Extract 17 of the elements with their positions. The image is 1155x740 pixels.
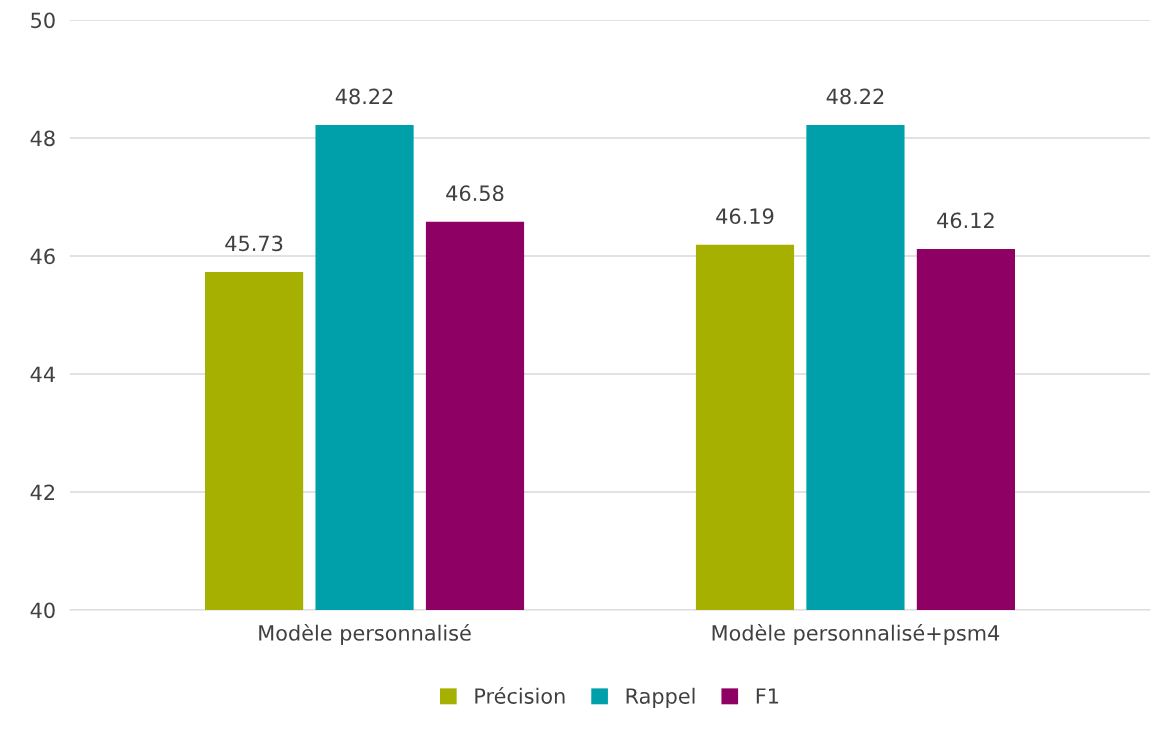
data-label: 48.22 — [335, 88, 393, 105]
y-tick-label: 46 — [30, 248, 55, 265]
x-tick-label: Modèle personnalisé — [259, 623, 471, 645]
x-tick-label: Modèle personnalisé+psm4 — [712, 623, 1000, 645]
data-label: 45.73 — [225, 235, 283, 252]
data-label: 46.19 — [716, 208, 774, 225]
data-label: 46.58 — [446, 185, 504, 202]
y-tick-label: 50 — [31, 12, 55, 29]
y-tick-label: 42 — [30, 484, 55, 500]
legend-label: F1 — [756, 688, 779, 704]
data-label: 48.22 — [826, 88, 884, 105]
legend-label: Précision — [475, 686, 565, 704]
y-tick-label: 40 — [30, 602, 55, 619]
y-tick-label: 44 — [30, 366, 55, 382]
legend-label: Rappel — [626, 687, 695, 708]
y-tick-label: 48 — [30, 130, 55, 147]
data-label: 46.12 — [937, 212, 994, 229]
